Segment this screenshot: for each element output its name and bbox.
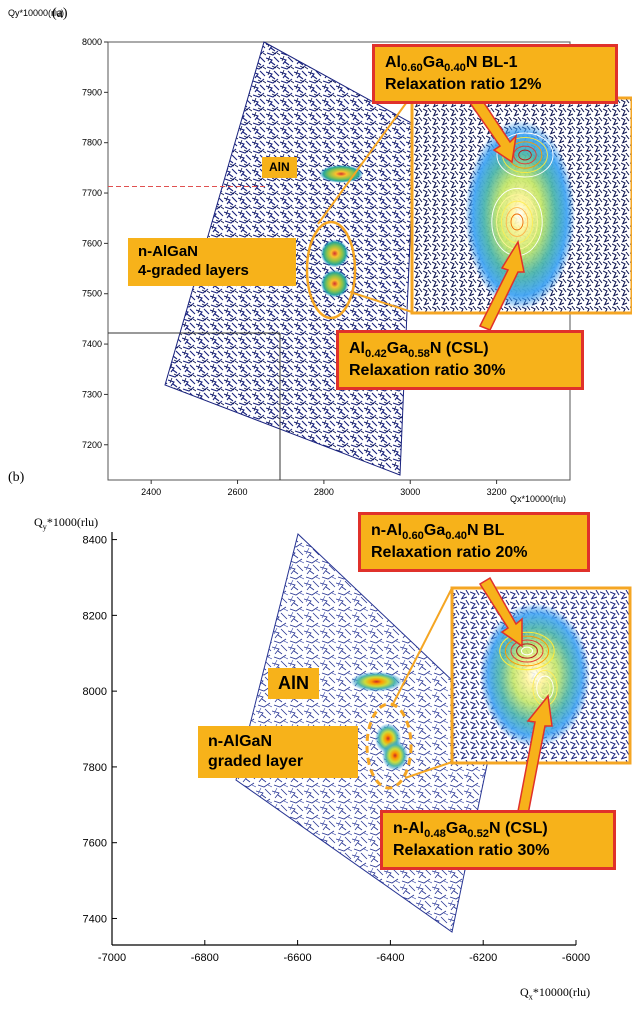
y-tick-label-a: 7300 (82, 389, 102, 399)
zoom-contour-b (510, 639, 544, 663)
x-tick-label-b: -7000 (98, 952, 126, 964)
nalgan-label-b: n-AlGaN graded layer (198, 726, 358, 778)
x-tick-label-a: 3000 (400, 487, 420, 497)
zoom-contour-a (505, 207, 529, 237)
zoom-connector-b-2 (404, 761, 453, 779)
csl-a-formula: Al0.42Ga0.58N (CSL) (349, 340, 489, 361)
csl-annotation-a: Al0.42Ga0.58N (CSL) Relaxation ratio 30% (336, 330, 584, 391)
chart-a-xlabel: Qx*10000(rlu) (510, 494, 567, 504)
bl-a-formula: Al0.60Ga0.40N BL-1 (385, 54, 518, 75)
highlight-ellipse-a (305, 220, 357, 320)
zoom-connector-b-1 (391, 587, 453, 707)
x-tick-label-a: 2600 (228, 487, 248, 497)
x-tick-label-a: 2400 (141, 487, 161, 497)
chart-b-ylabel: Qy*1000(rlu) (34, 515, 99, 532)
csl-b-formula: n-Al0.48Ga0.52N (CSL) (393, 820, 548, 841)
zoom-contour-a (518, 149, 532, 161)
bl-a-relaxation: Relaxation ratio 12% (385, 76, 542, 94)
aln-label-a-text: AlN (269, 160, 290, 174)
nalgan-a-line1: n-AlGaN (138, 243, 198, 260)
peak-b-1 (350, 671, 403, 692)
x-tick-label-b: -6600 (284, 952, 312, 964)
bl-b-formula: n-Al0.60Ga0.40N BL (371, 522, 505, 543)
zoom-contour-b (520, 646, 534, 656)
panel-b-label: (b) (8, 470, 25, 485)
peak-a-1 (319, 164, 364, 183)
x-tick-label-b: -6800 (191, 952, 219, 964)
y-tick-label-b: 8200 (83, 610, 107, 622)
zoom-connector-a-1 (317, 94, 413, 225)
y-tick-label-a: 7900 (82, 87, 102, 97)
x-tick-label-a: 3200 (487, 487, 507, 497)
nalgan-label-a: n-AlGaN 4-graded layers (128, 238, 296, 286)
csl-b-relaxation: Relaxation ratio 30% (393, 842, 550, 860)
zoom-contour-a (510, 213, 524, 231)
y-tick-label-b: 7600 (83, 838, 107, 850)
y-tick-label-a: 7600 (82, 238, 102, 248)
y-tick-label-a: 8000 (82, 37, 102, 47)
y-tick-label-a: 7200 (82, 440, 102, 450)
x-tick-label-b: -6200 (469, 952, 497, 964)
nalgan-a-line2: 4-graded layers (138, 261, 249, 279)
csl-annotation-b: n-Al0.48Ga0.52N (CSL) Relaxation ratio 3… (380, 810, 616, 871)
zoom-contour-b (539, 680, 551, 696)
y-tick-label-b: 7800 (83, 762, 107, 774)
aln-label-a: AlN (262, 157, 297, 178)
zoom-contour-a (496, 132, 554, 178)
zoom-contour-b (516, 643, 538, 659)
chart-a-ylabel: Qy*10000(rlu) (8, 8, 65, 18)
peak-a-3 (320, 269, 349, 298)
highlight-ellipse-b (365, 702, 413, 790)
x-tick-label-b: -6400 (376, 952, 404, 964)
csl-a-relaxation: Relaxation ratio 30% (349, 362, 506, 380)
y-tick-label-a: 7800 (82, 138, 102, 148)
panel-a-label: (a) (52, 6, 68, 21)
y-tick-label-b: 8000 (83, 686, 107, 698)
aln-label-b: AlN (268, 668, 319, 699)
aln-label-b-text: AlN (278, 673, 309, 693)
chart-b-xlabel: Qx*10000(rlu) (520, 985, 591, 1002)
arrow-a-csl (478, 239, 525, 331)
zoom-connector-a-2 (349, 291, 413, 313)
peak-b-3 (382, 740, 409, 771)
nalgan-b-line1: n-AlGaN (208, 733, 272, 750)
y-tick-label-b: 7400 (83, 913, 107, 925)
y-tick-label-a: 7400 (82, 339, 102, 349)
arrow-b-bl (478, 576, 523, 648)
peak-a-2 (320, 239, 349, 268)
bl-annotation-a: Al0.60Ga0.40N BL-1 Relaxation ratio 12% (372, 44, 618, 105)
bl-b-relaxation: Relaxation ratio 20% (371, 544, 528, 562)
zoom-glow-b (480, 603, 590, 747)
zoom-contour-b (504, 635, 550, 667)
x-tick-label-a: 2800 (314, 487, 334, 497)
arrow-b-csl (514, 694, 553, 831)
y-tick-label-a: 7700 (82, 188, 102, 198)
y-tick-label-b: 8400 (83, 535, 107, 547)
bl-annotation-b: n-Al0.60Ga0.40N BL Relaxation ratio 20% (358, 512, 590, 573)
y-tick-label-a: 7500 (82, 289, 102, 299)
x-tick-label-b: -6000 (562, 952, 590, 964)
zoom-contour-b (499, 631, 555, 671)
nalgan-b-line2: graded layer (208, 753, 304, 770)
